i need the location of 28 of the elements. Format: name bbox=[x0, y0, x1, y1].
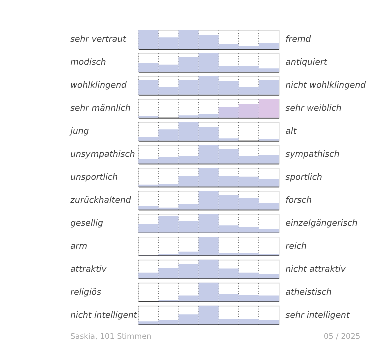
y2-axis-title: sehr weiblich bbox=[286, 104, 342, 114]
y-axis-title: religiös bbox=[70, 288, 102, 298]
y-axis-title: zurückhaltend bbox=[70, 196, 132, 206]
y-axis-title: modisch bbox=[70, 58, 106, 68]
y-axis-title: arm bbox=[70, 242, 88, 252]
y-axis-title: sehr männlich bbox=[70, 104, 131, 114]
y-axis-title: wohlklingend bbox=[70, 81, 128, 92]
y-axis-title: jung bbox=[70, 127, 90, 138]
y-axis-title: nicht intelligent bbox=[70, 310, 138, 321]
y2-axis-title: sehr intelligent bbox=[286, 310, 350, 321]
y-axis-title: unsportlich bbox=[70, 172, 118, 183]
y2-axis-title: forsch bbox=[286, 196, 312, 206]
y2-axis-title: antiquiert bbox=[286, 58, 328, 68]
y-axis-title: sehr vertraut bbox=[70, 35, 128, 46]
y2-axis-title: atheistisch bbox=[286, 288, 332, 298]
y2-axis-title: alt bbox=[286, 127, 298, 138]
text: Saskia, 101 Stimmen bbox=[70, 332, 152, 342]
text: 05 / 2025 bbox=[324, 332, 361, 342]
y-axis-title: unsympathisch bbox=[70, 150, 136, 160]
y2-axis-title: fremd bbox=[286, 35, 312, 46]
y2-axis-title: einzelgängerisch bbox=[286, 218, 358, 229]
y2-axis-title: reich bbox=[286, 242, 307, 252]
y2-axis-title: sportlich bbox=[286, 172, 322, 183]
y2-axis-title: sympathisch bbox=[286, 150, 340, 160]
y-axis-title: attraktiv bbox=[70, 264, 108, 275]
y-axis-title: gesellig bbox=[70, 218, 104, 229]
y2-axis-title: nicht attraktiv bbox=[286, 264, 347, 275]
y2-axis-title: nicht wohlklingend bbox=[286, 81, 367, 92]
